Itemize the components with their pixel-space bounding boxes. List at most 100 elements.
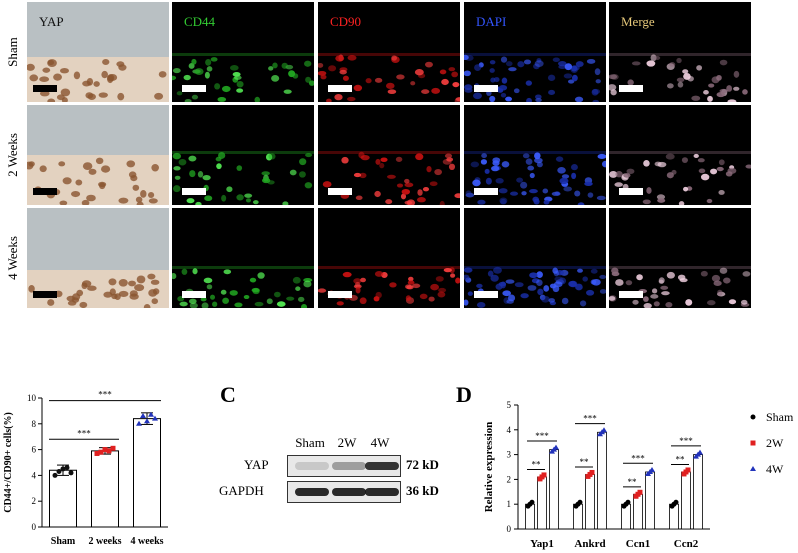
micrograph-merge-1 (609, 105, 751, 205)
legend-marker (750, 466, 756, 471)
data-point (144, 418, 150, 424)
y-tick-label: 8 (32, 419, 37, 429)
micrograph-cd44-1 (172, 105, 314, 205)
bar-chart-cd44-cd90: 0 2 4 6 8 10 CD44+/CD90+ cells(%) Sham 2 weeks 4 … (3, 390, 168, 547)
protein-band (295, 462, 329, 470)
bar-chart-relative-expression: 0 1 2 3 4 5 Relative expression Yap1 Ankrd Ccn1 Cc… (483, 400, 794, 550)
micrograph-dapi-0: DAPI (464, 2, 606, 102)
data-point (106, 448, 112, 454)
legend-marker (750, 440, 756, 446)
bar (91, 450, 119, 528)
panel-letter-c: C (220, 382, 236, 407)
bar (537, 476, 547, 530)
column-title-dapi: DAPI (476, 14, 507, 29)
micrograph-cd90-1 (318, 105, 460, 205)
legend-marker (750, 414, 756, 420)
row-label: Sham (5, 37, 20, 67)
band-name: GAPDH (219, 483, 264, 498)
micrograph-dapi-2 (464, 208, 606, 308)
data-point (553, 444, 559, 450)
micrograph-cd44-0: CD44 (172, 2, 314, 102)
data-point (110, 445, 116, 451)
y-tick-label: 2 (507, 474, 512, 484)
scale-bar (182, 291, 206, 298)
significance-label: *** (679, 436, 693, 446)
band-name: YAP (244, 457, 269, 472)
micrograph-yap-1 (27, 105, 169, 205)
scale-bar (33, 188, 57, 195)
scale-bar (33, 291, 57, 298)
protein-band (365, 488, 399, 496)
data-point (136, 420, 142, 426)
data-point (140, 413, 146, 419)
significance-label: ** (580, 457, 590, 467)
protein-band (332, 462, 366, 470)
data-point (52, 472, 58, 478)
bar (49, 469, 77, 528)
scale-bar (474, 85, 498, 92)
data-point (625, 499, 631, 505)
micrograph-merge-2 (609, 208, 751, 308)
legend-label: 4W (766, 462, 784, 476)
protein-band (365, 462, 399, 470)
data-point (98, 449, 104, 455)
column-title-cd44: CD44 (184, 14, 216, 29)
legend-label: Sham (766, 410, 794, 424)
data-point (577, 499, 583, 505)
significance-label: *** (77, 428, 91, 438)
micrograph-yap-2 (27, 208, 169, 308)
y-tick-label: 4 (32, 470, 37, 480)
band-size: 36 kD (406, 483, 439, 498)
micrograph-cd44-2 (172, 208, 314, 308)
x-tick-label: 2 weeks (88, 536, 121, 547)
significance-label: ** (676, 455, 686, 465)
data-point (64, 465, 70, 471)
data-point (589, 469, 595, 475)
data-point (649, 466, 655, 472)
data-point (697, 449, 703, 455)
bar (133, 418, 161, 528)
micrograph-yap-0: YAP (27, 2, 169, 102)
data-point (56, 469, 62, 475)
bar (585, 474, 595, 530)
band-size: 72 kD (406, 457, 439, 472)
micrograph-cd90-2 (318, 208, 460, 308)
protein-band (295, 488, 329, 496)
significance-label: *** (631, 453, 645, 463)
column-title-merge: Merge (621, 14, 655, 29)
data-point (102, 447, 108, 453)
significance-label: ** (628, 477, 638, 487)
scale-bar (33, 85, 57, 92)
y-tick-label: 1 (507, 499, 512, 509)
y-tick-label: 0 (507, 524, 512, 534)
blot-strip (287, 455, 401, 477)
bar (549, 449, 559, 530)
micrograph-merge-0: Merge (609, 2, 751, 102)
data-point (601, 427, 607, 433)
legend-label: 2W (766, 436, 784, 450)
y-tick-label: 10 (27, 393, 37, 403)
bar (633, 493, 643, 530)
bar (597, 431, 607, 530)
protein-band (332, 488, 366, 496)
y-tick-label: 5 (507, 400, 512, 410)
bar (681, 471, 691, 530)
significance-label: ** (532, 459, 542, 469)
y-tick-label: 0 (32, 522, 37, 532)
data-point (637, 489, 643, 495)
data-point (673, 499, 679, 505)
scale-bar (182, 85, 206, 92)
scale-bar (474, 188, 498, 195)
micrograph-dapi-1 (464, 105, 606, 205)
scale-bar (619, 85, 643, 92)
data-point (152, 415, 158, 421)
scale-bar (474, 291, 498, 298)
lane-label: Sham (295, 435, 325, 450)
column-title-yap: YAP (39, 14, 64, 29)
bar (645, 471, 655, 530)
y-tick-label: 4 (507, 425, 512, 435)
data-point (68, 470, 74, 476)
data-point (60, 466, 66, 472)
y-axis-label: CD44+/CD90+ cells(%) (3, 412, 14, 513)
panel-letter-d: D (456, 382, 472, 407)
